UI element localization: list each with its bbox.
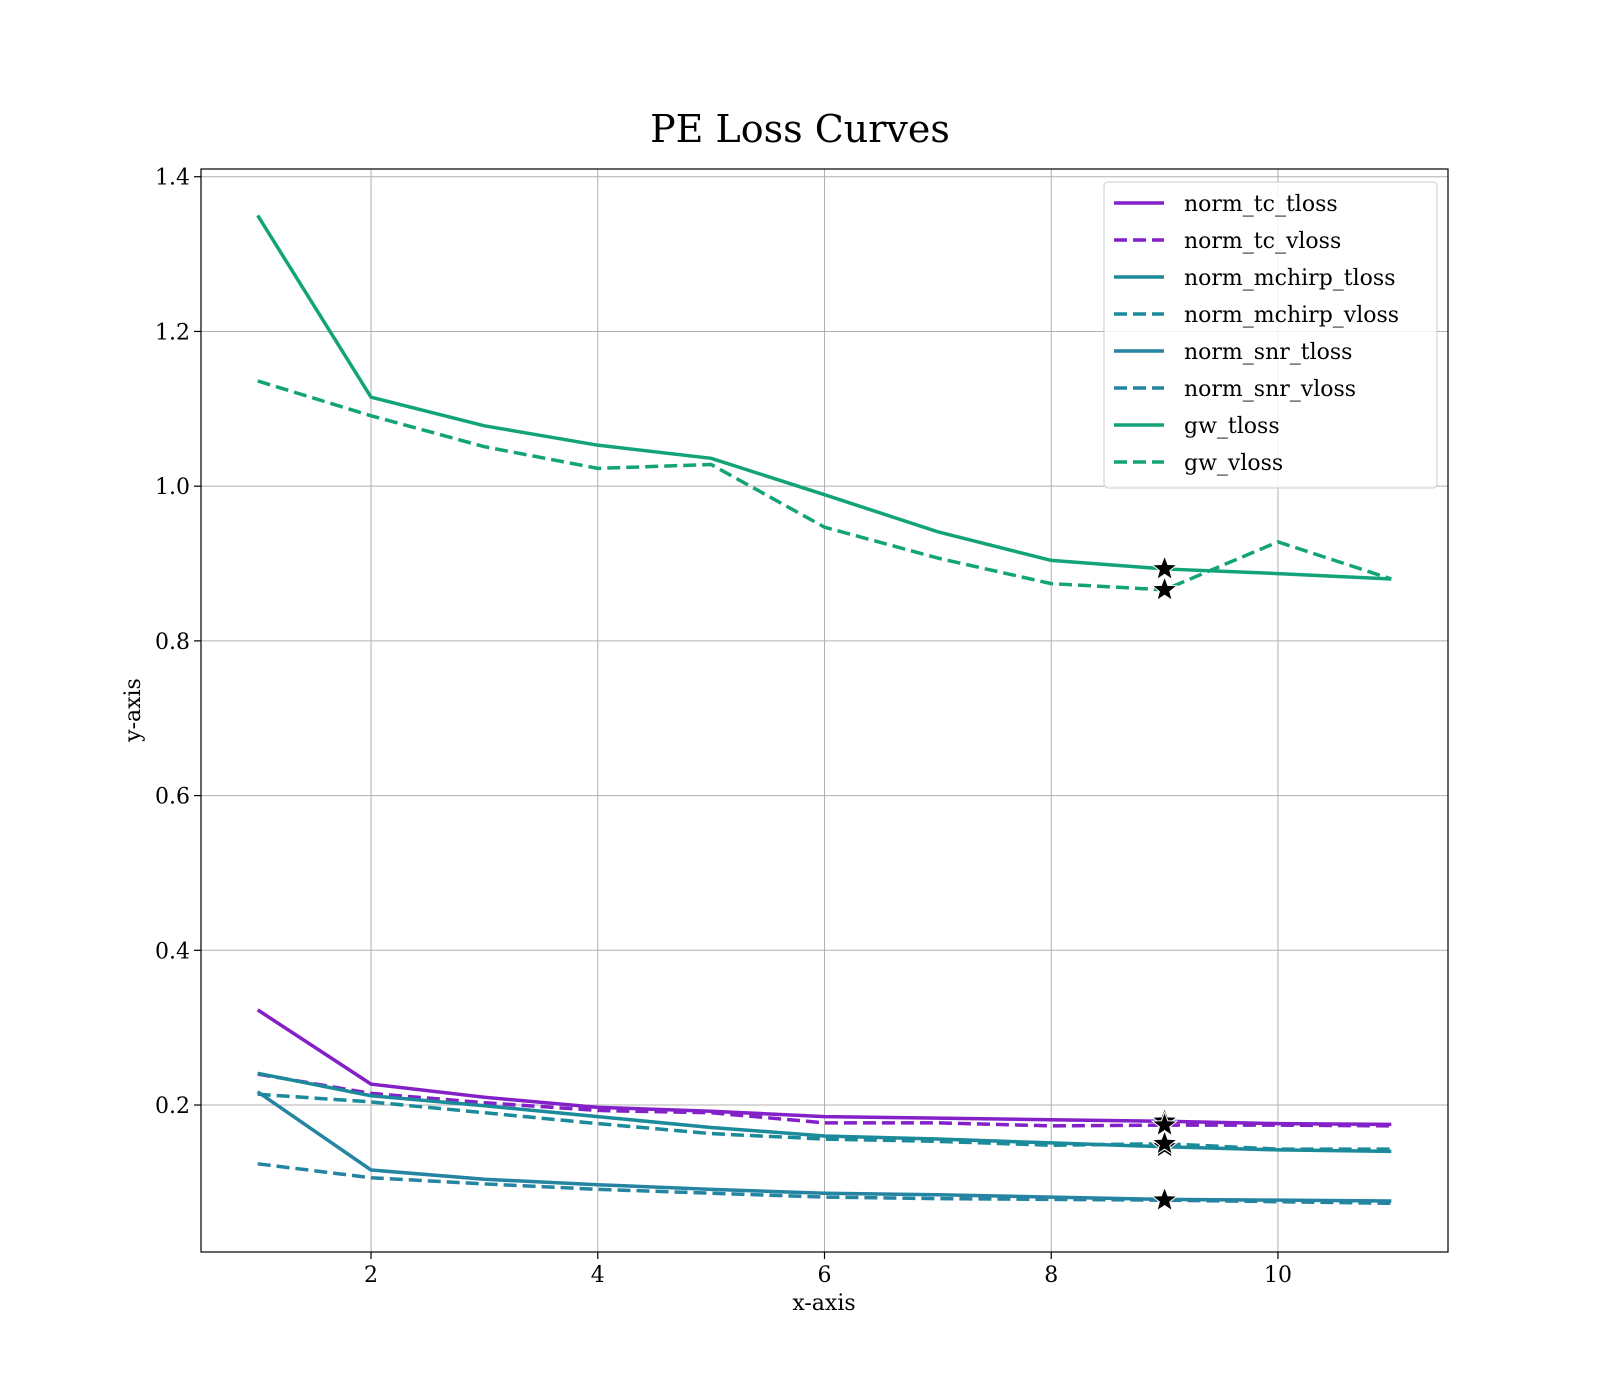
series-layer xyxy=(256,214,1392,1206)
legend: norm_tc_tloss norm_tc_vloss norm_mchirp_tl… xyxy=(1103,181,1438,489)
x-tick-label: 6 xyxy=(818,1263,832,1288)
series-norm-mchirp-tloss xyxy=(257,1071,1392,1154)
series-norm-snr-tloss xyxy=(256,1090,1392,1203)
y-axis-label: y-axis xyxy=(121,678,146,743)
legend-label-norm-mchirp-vloss: norm_mchirp_vloss xyxy=(1184,303,1399,328)
y-tick-label: 0.8 xyxy=(155,630,190,655)
legend-label-norm-tc-vloss: norm_tc_vloss xyxy=(1184,229,1341,254)
x-tick-label: 8 xyxy=(1044,1263,1058,1288)
series-norm-tc-tloss xyxy=(256,1008,1392,1127)
x-axis-label: x-axis xyxy=(792,1291,855,1316)
series-norm-tc-vloss xyxy=(257,1072,1392,1128)
legend-box xyxy=(1103,181,1438,489)
y-tick-label: 1.0 xyxy=(155,475,190,500)
series-gw-vloss xyxy=(257,379,1392,592)
x-tick-label: 4 xyxy=(591,1263,605,1288)
best-marker-norm-mchirp-vloss xyxy=(1150,1129,1179,1156)
best-marker-gw-vloss xyxy=(1150,575,1179,602)
y-tick-label: 0.4 xyxy=(155,939,190,964)
legend-label-norm-snr-vloss: norm_snr_vloss xyxy=(1184,377,1356,402)
legend-label-gw-tloss: gw_tloss xyxy=(1184,414,1280,439)
y-tick-label: 1.4 xyxy=(155,166,190,191)
best-marker-gw-tloss xyxy=(1150,554,1179,581)
best-marker-norm-snr-vloss xyxy=(1150,1185,1179,1212)
x-tick-label: 2 xyxy=(364,1263,378,1288)
series-gw-tloss xyxy=(256,214,1392,581)
y-tick-label: 0.2 xyxy=(155,1094,190,1119)
legend-label-gw-vloss: gw_vloss xyxy=(1184,451,1283,476)
best-markers xyxy=(1150,554,1179,1212)
y-tick-label: 1.2 xyxy=(155,320,190,345)
legend-label-norm-tc-tloss: norm_tc_tloss xyxy=(1184,192,1338,217)
legend-label-norm-mchirp-tloss: norm_mchirp_tloss xyxy=(1184,266,1395,291)
ticks: 2 4 6 8 10 0.2 0.4 0.6 0.8 1.0 1.2 1.4 xyxy=(155,166,1292,1288)
y-tick-label: 0.6 xyxy=(155,785,190,810)
chart-title: PE Loss Curves xyxy=(650,107,950,151)
legend-label-norm-snr-tloss: norm_snr_tloss xyxy=(1184,340,1352,365)
x-tick-label: 10 xyxy=(1264,1263,1292,1288)
